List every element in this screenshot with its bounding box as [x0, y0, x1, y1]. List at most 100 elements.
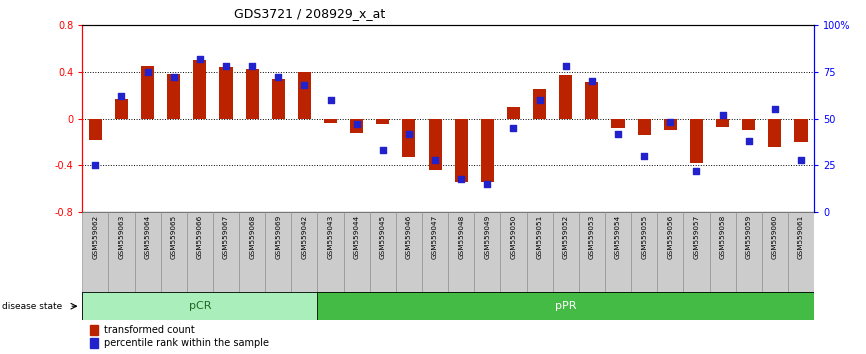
Text: GSM559042: GSM559042 — [301, 215, 307, 259]
Point — [507, 125, 520, 131]
Text: GSM559053: GSM559053 — [589, 215, 595, 259]
Bar — [611, 119, 624, 128]
Bar — [82, 292, 318, 320]
Bar — [272, 79, 285, 119]
Bar — [89, 325, 99, 335]
Point — [167, 74, 181, 80]
Bar — [735, 212, 762, 292]
Bar — [396, 212, 422, 292]
Bar — [768, 119, 781, 147]
Bar — [690, 119, 703, 163]
Point — [455, 176, 469, 182]
Point — [689, 168, 703, 174]
Text: GSM559049: GSM559049 — [484, 215, 490, 259]
Text: GSM559050: GSM559050 — [510, 215, 516, 259]
Bar — [559, 75, 572, 119]
Point — [298, 82, 312, 88]
Bar — [141, 66, 154, 119]
Text: pCR: pCR — [189, 301, 211, 311]
Bar — [298, 72, 311, 119]
Bar — [742, 119, 755, 130]
Text: GDS3721 / 208929_x_at: GDS3721 / 208929_x_at — [234, 7, 385, 20]
Bar — [585, 82, 598, 119]
Bar — [403, 119, 416, 157]
Bar — [788, 212, 814, 292]
Bar — [377, 119, 390, 125]
Bar — [344, 212, 370, 292]
Text: GSM559068: GSM559068 — [249, 215, 255, 259]
Bar — [716, 119, 729, 127]
Bar — [481, 119, 494, 182]
Text: GSM559069: GSM559069 — [275, 215, 281, 259]
Text: GSM559047: GSM559047 — [432, 215, 438, 259]
Bar — [637, 119, 650, 135]
Text: disease state: disease state — [2, 302, 62, 311]
Text: GSM559056: GSM559056 — [668, 215, 673, 259]
Point — [768, 106, 782, 112]
Bar — [318, 212, 344, 292]
Bar — [605, 212, 631, 292]
Bar — [82, 212, 108, 292]
Bar — [533, 89, 546, 119]
Bar — [501, 212, 527, 292]
Bar — [246, 69, 259, 119]
Bar — [193, 60, 206, 119]
Text: GSM559066: GSM559066 — [197, 215, 203, 259]
Bar — [134, 212, 161, 292]
Bar — [291, 212, 318, 292]
Bar — [578, 212, 605, 292]
Point — [219, 63, 233, 69]
Text: GSM559051: GSM559051 — [537, 215, 543, 259]
Text: GSM559048: GSM559048 — [458, 215, 464, 259]
Bar — [553, 212, 578, 292]
Text: GSM559063: GSM559063 — [119, 215, 125, 259]
Bar — [89, 119, 102, 140]
Bar — [108, 212, 134, 292]
Bar — [507, 107, 520, 119]
Bar — [370, 212, 396, 292]
Point — [559, 63, 572, 69]
Bar — [324, 119, 337, 123]
Bar — [455, 119, 468, 182]
Bar — [213, 212, 239, 292]
Bar — [527, 212, 553, 292]
Text: GSM559043: GSM559043 — [327, 215, 333, 259]
Bar — [475, 212, 501, 292]
Point — [428, 157, 442, 163]
Point — [481, 181, 494, 187]
Point — [245, 63, 259, 69]
Text: GSM559059: GSM559059 — [746, 215, 752, 259]
Bar — [657, 212, 683, 292]
Bar — [762, 212, 788, 292]
Text: GSM559067: GSM559067 — [223, 215, 229, 259]
Bar — [187, 212, 213, 292]
Bar — [161, 212, 187, 292]
Bar — [239, 212, 265, 292]
Point — [114, 93, 128, 99]
Point — [611, 131, 625, 136]
Point — [742, 138, 756, 144]
Text: GSM559052: GSM559052 — [563, 215, 569, 259]
Text: GSM559045: GSM559045 — [380, 215, 386, 259]
Text: pPR: pPR — [555, 301, 577, 311]
Point — [271, 74, 285, 80]
Bar — [115, 99, 128, 119]
Text: GSM559062: GSM559062 — [93, 215, 99, 259]
Bar — [449, 212, 475, 292]
Bar — [350, 119, 363, 133]
Bar — [631, 212, 657, 292]
Bar — [265, 212, 291, 292]
Text: GSM559061: GSM559061 — [798, 215, 804, 259]
Text: GSM559046: GSM559046 — [406, 215, 412, 259]
Point — [663, 120, 677, 125]
Point — [350, 121, 364, 127]
Point — [88, 162, 102, 168]
Text: GSM559064: GSM559064 — [145, 215, 151, 259]
Point — [140, 69, 154, 74]
Bar — [89, 338, 99, 348]
Point — [794, 157, 808, 163]
Bar — [167, 74, 180, 119]
Bar — [683, 212, 709, 292]
Bar — [709, 212, 735, 292]
Point — [585, 78, 598, 84]
